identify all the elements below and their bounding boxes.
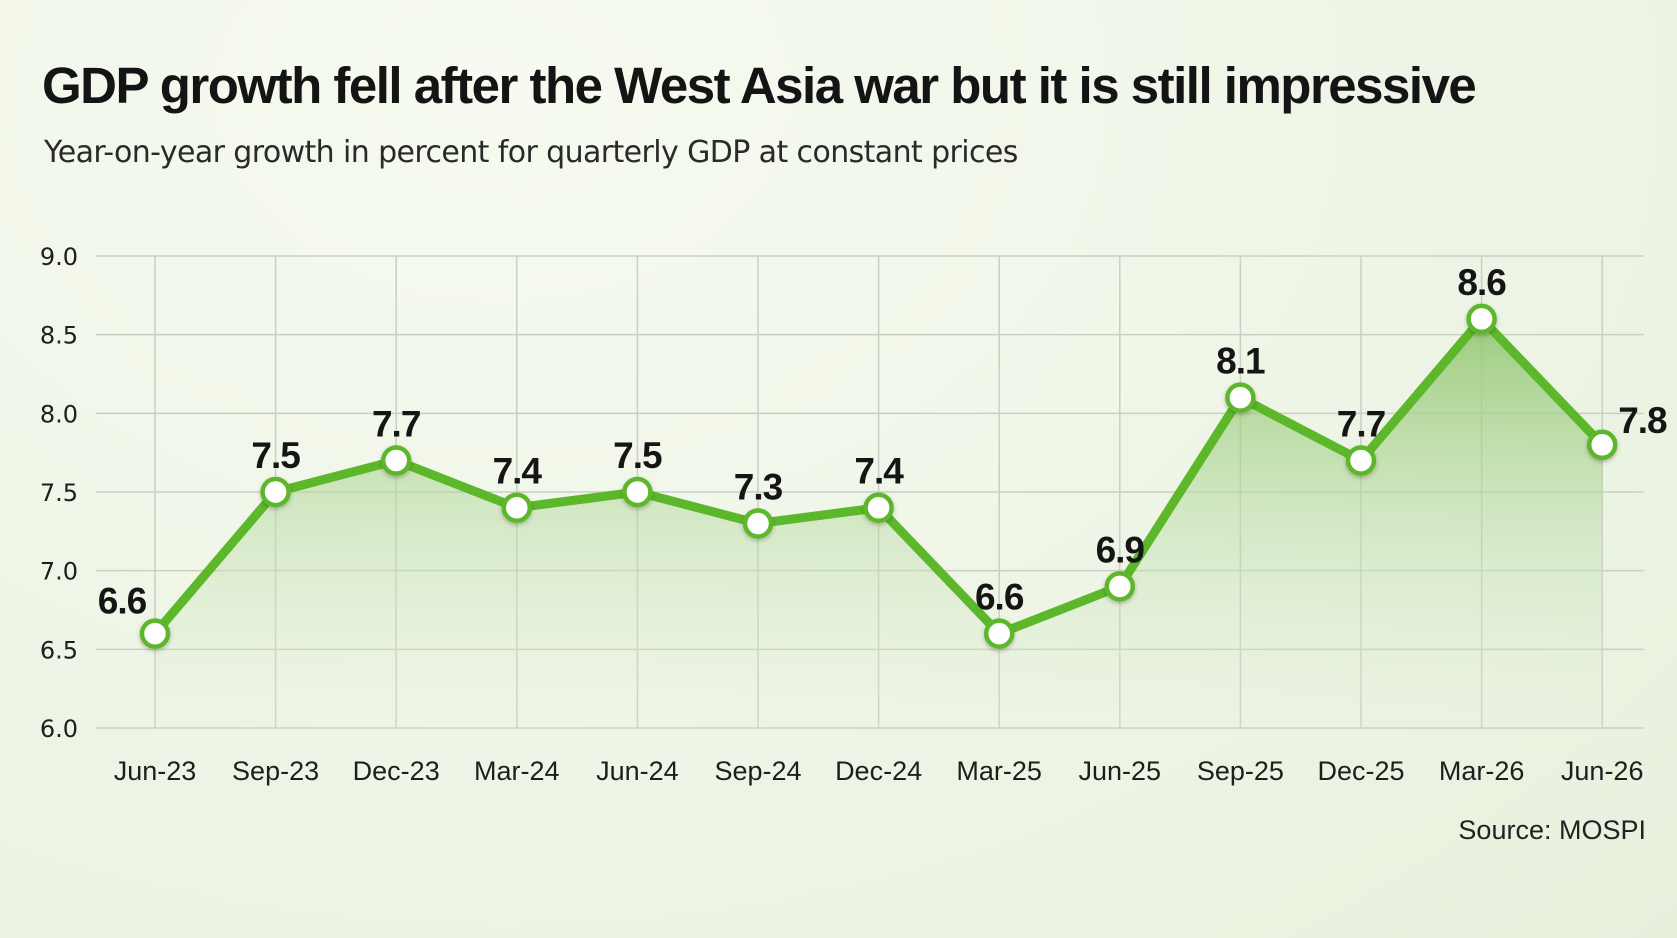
data-label: 7.3: [734, 466, 783, 507]
data-point: [139, 618, 171, 649]
data-point: [260, 476, 291, 508]
data-point: [742, 508, 774, 539]
x-tick-label: Jun-25: [1079, 756, 1162, 786]
data-point: [501, 492, 533, 523]
markers: [139, 303, 1618, 649]
y-tick-label: 6.5: [40, 636, 78, 664]
data-label: 7.7: [372, 404, 420, 445]
x-tick-label: Sep-24: [714, 756, 801, 786]
data-point: [1586, 429, 1618, 461]
chart-title: GDP growth fell after the West Asia war …: [42, 57, 1477, 114]
x-tick-label: Jun-26: [1561, 756, 1644, 786]
y-axis-ticks: 9.0 8.5 8.0 7.5 7.0 6.5 6.0: [40, 243, 78, 743]
y-tick-label: 9.0: [40, 243, 78, 271]
x-tick-label: Sep-23: [232, 756, 319, 786]
x-tick-label: Dec-23: [353, 756, 440, 786]
chart-subtitle: Year-on-year growth in percent for quart…: [44, 135, 1018, 170]
data-point: [1104, 571, 1136, 602]
data-point: [380, 445, 412, 476]
data-point: [1345, 445, 1377, 476]
data-label: 6.6: [98, 581, 147, 622]
area-fill: [155, 318, 1603, 728]
data-label: 8.6: [1457, 262, 1506, 303]
area-path: [155, 318, 1603, 728]
data-label: 7.4: [493, 451, 543, 492]
x-tick-label: Mar-26: [1439, 756, 1525, 786]
x-tick-label: Dec-24: [835, 756, 922, 786]
data-point: [863, 492, 894, 523]
y-tick-label: 8.5: [40, 322, 78, 350]
source-note: Source: MOSPI: [1458, 815, 1646, 845]
x-tick-label: Jun-24: [596, 756, 679, 786]
x-tick-label: Sep-25: [1197, 756, 1284, 786]
data-point: [1225, 382, 1256, 413]
y-tick-label: 7.5: [40, 479, 78, 507]
data-label: 8.1: [1216, 341, 1265, 382]
x-tick-label: Jun-23: [114, 756, 197, 786]
x-tick-label: Mar-25: [956, 756, 1042, 786]
x-tick-label: Dec-25: [1317, 756, 1404, 786]
data-label: 6.9: [1096, 529, 1145, 570]
y-tick-label: 7.0: [40, 558, 78, 586]
data-labels: 6.6 7.5 7.7 7.4 7.5 7.3 7.4 6.6 6.9 8.1 7.7 8.6 7.8: [98, 262, 1668, 622]
data-label: 7.5: [613, 435, 662, 476]
data-label: 7.8: [1618, 400, 1667, 441]
x-axis-ticks: Jun-23 Sep-23 Dec-23 Mar-24 Jun-24 Sep-24 Dec-…: [114, 756, 1644, 786]
data-point: [983, 618, 1015, 649]
data-label: 7.5: [251, 435, 300, 476]
x-tick-label: Mar-24: [474, 756, 560, 786]
y-tick-label: 6.0: [40, 715, 78, 743]
data-label: 7.4: [854, 451, 904, 492]
data-label: 7.7: [1337, 404, 1385, 445]
data-point: [622, 476, 653, 508]
data-label: 6.6: [975, 577, 1024, 618]
y-tick-label: 8.0: [40, 400, 78, 428]
data-point: [1466, 303, 1497, 335]
